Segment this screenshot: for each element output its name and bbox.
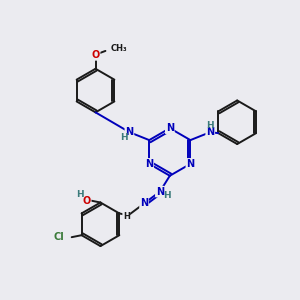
Text: N: N xyxy=(186,159,194,169)
Text: N: N xyxy=(206,127,214,137)
Text: H: H xyxy=(123,212,130,221)
Text: Cl: Cl xyxy=(54,232,65,242)
Text: H: H xyxy=(163,191,171,200)
Text: N: N xyxy=(166,123,174,133)
Text: CH₃: CH₃ xyxy=(110,44,127,53)
Text: H: H xyxy=(76,190,83,199)
Text: O: O xyxy=(92,50,100,60)
Text: N: N xyxy=(156,187,164,196)
Text: N: N xyxy=(140,199,148,208)
Text: O: O xyxy=(82,196,91,206)
Text: N: N xyxy=(125,127,134,137)
Text: N: N xyxy=(145,159,153,169)
Text: H: H xyxy=(120,133,127,142)
Text: H: H xyxy=(206,121,214,130)
